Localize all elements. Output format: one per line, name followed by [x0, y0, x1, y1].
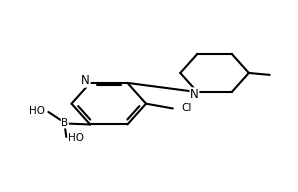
Text: Cl: Cl	[181, 103, 192, 113]
Text: HO: HO	[68, 133, 84, 143]
Text: N: N	[81, 74, 90, 87]
Text: HO: HO	[30, 106, 45, 116]
Text: N: N	[190, 88, 199, 101]
Text: B: B	[61, 118, 68, 128]
